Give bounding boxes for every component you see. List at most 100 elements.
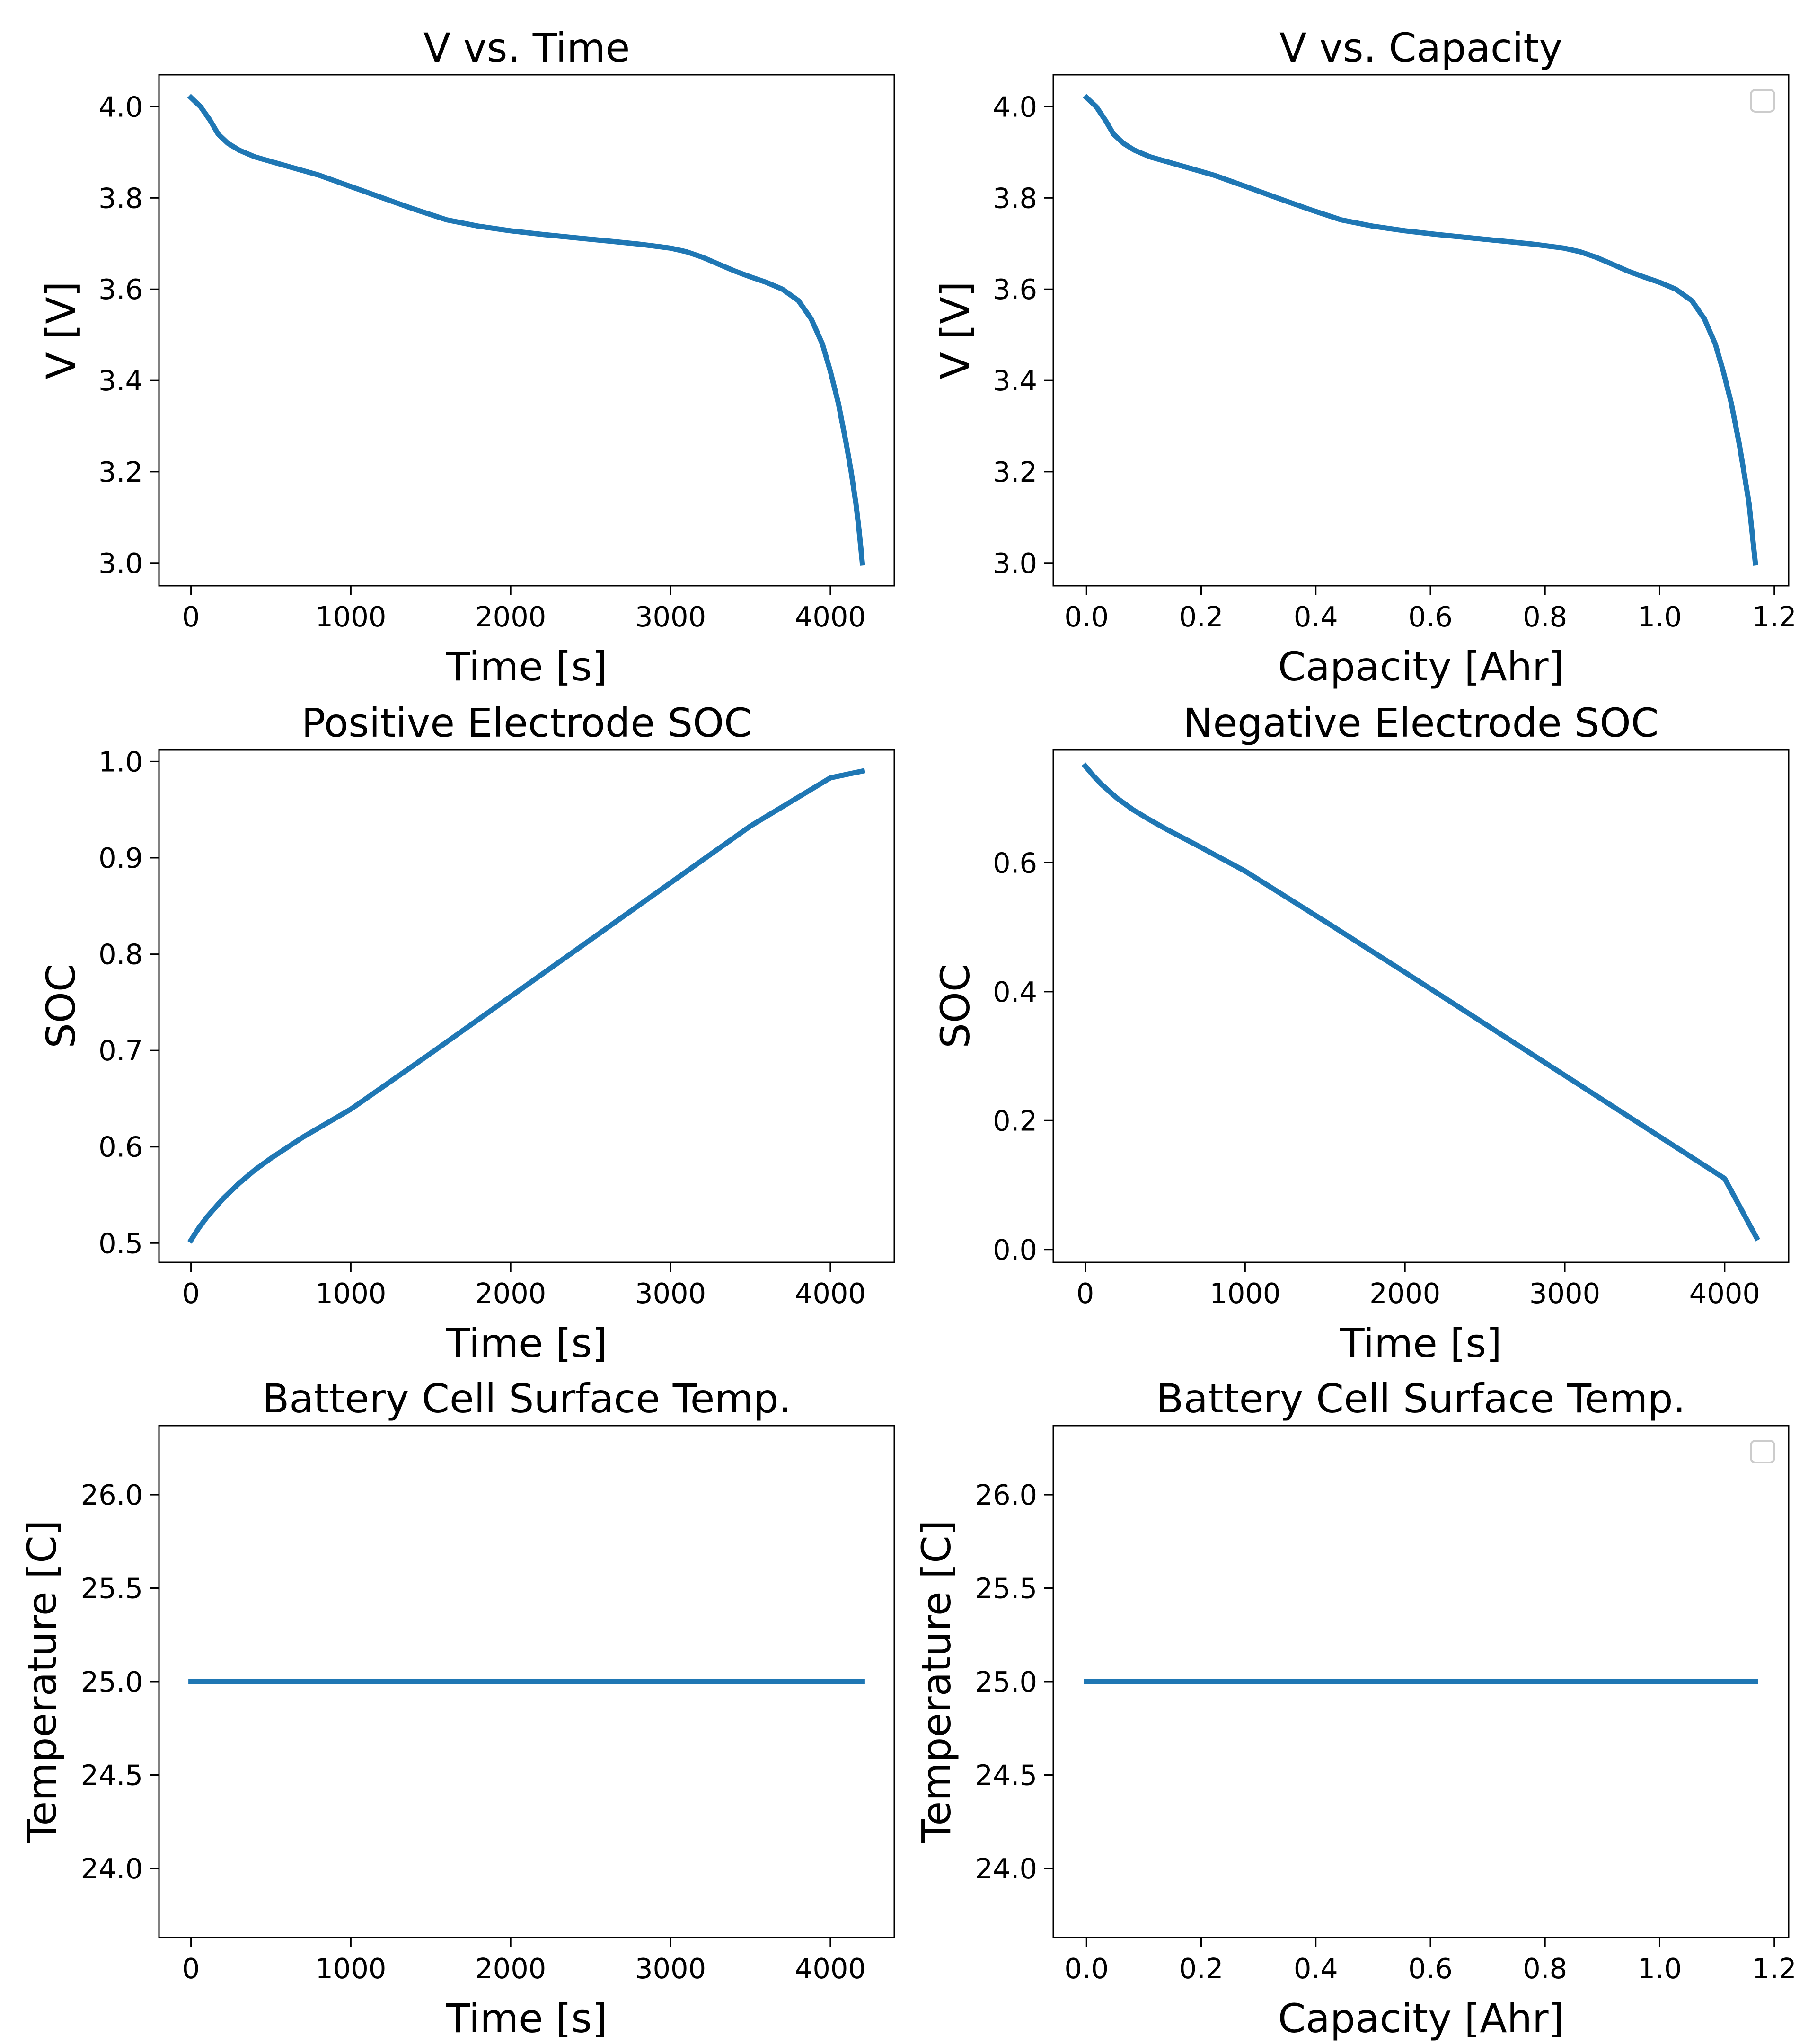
- x-tick-label: 4000: [795, 1952, 866, 1985]
- x-tick-label: 1.0: [1638, 600, 1682, 633]
- x-tick-label: 0.2: [1179, 1952, 1224, 1985]
- y-tick-label: 3.0: [993, 547, 1037, 580]
- x-tick-label: 0: [182, 1277, 200, 1310]
- x-tick-label: 0: [182, 600, 200, 633]
- axes-frame: [158, 74, 895, 587]
- x-tick-label: 3000: [635, 1277, 706, 1310]
- x-tick-label: 0.4: [1294, 1952, 1338, 1985]
- y-tick-label: 3.8: [993, 182, 1037, 214]
- y-tick-label: 26.0: [81, 1479, 143, 1511]
- y-tick-label: 0.6: [993, 846, 1037, 879]
- y-tick-label: 25.0: [975, 1665, 1037, 1698]
- series-line: [187, 94, 865, 566]
- y-axis-label: SOC: [932, 964, 979, 1048]
- y-tick-label: 24.0: [975, 1852, 1037, 1885]
- chart-negative-soc: Negative Electrode SOC 0 1000 2000 3000 4000 0…: [932, 700, 1790, 1366]
- x-axis-label: Time [s]: [445, 1320, 608, 1366]
- y-tick-label: 3.4: [98, 364, 143, 397]
- x-axis-label: Time [s]: [445, 1995, 608, 2042]
- y-tick-label: 0.8: [98, 938, 143, 971]
- chart-title: V vs. Time: [423, 25, 630, 71]
- y-tick-label: 24.5: [975, 1759, 1037, 1791]
- x-tick-label: 3000: [1529, 1277, 1600, 1310]
- y-axis-label: Temperature [C]: [913, 1520, 960, 1844]
- x-tick-label: 0.0: [1064, 600, 1109, 633]
- y-tick-label: 3.6: [98, 273, 143, 306]
- axes-frame: [1052, 749, 1790, 1263]
- x-axis-label: Time [s]: [445, 643, 608, 690]
- series-line: [1083, 94, 1758, 566]
- y-tick-label: 3.2: [993, 456, 1037, 488]
- series-line: [187, 768, 865, 1244]
- chart-v-vs-time: V vs. Time 0 1000 2000 3000 4000 3.0 3.2 3.4 3.6 3…: [38, 25, 895, 690]
- x-tick-label: 2000: [1369, 1277, 1440, 1310]
- y-tick-label: 3.8: [98, 182, 143, 214]
- chart-title: V vs. Capacity: [1279, 25, 1562, 71]
- series-line: [1081, 762, 1760, 1242]
- x-tick-label: 1.2: [1752, 600, 1797, 633]
- y-tick-label: 0.5: [98, 1227, 143, 1260]
- y-tick-label: 3.4: [993, 364, 1037, 397]
- axes-frame: [158, 749, 895, 1263]
- y-tick-label: 0.2: [993, 1104, 1037, 1137]
- x-axis-label: Capacity [Ahr]: [1278, 643, 1564, 690]
- x-tick-label: 4000: [795, 1277, 866, 1310]
- chart-positive-soc: Positive Electrode SOC 0 1000 2000 3000 4000 0…: [38, 700, 895, 1366]
- chart-title: Positive Electrode SOC: [301, 700, 752, 746]
- legend-box: [1750, 89, 1775, 113]
- x-tick-label: 4000: [1689, 1277, 1760, 1310]
- x-tick-label: 2000: [475, 1952, 546, 1985]
- x-tick-label: 1000: [1209, 1277, 1280, 1310]
- x-tick-label: 2000: [475, 1277, 546, 1310]
- x-tick-label: 0.8: [1523, 1952, 1567, 1985]
- x-tick-label: 1000: [315, 600, 386, 633]
- x-tick-label: 3000: [635, 600, 706, 633]
- axes-frame: [1052, 1425, 1790, 1938]
- y-tick-label: 0.4: [993, 976, 1037, 1008]
- axes-frame: [1052, 74, 1790, 587]
- y-tick-label: 24.5: [81, 1759, 143, 1791]
- x-axis-label: Capacity [Ahr]: [1278, 1995, 1564, 2042]
- y-axis-label: V [V]: [932, 281, 979, 379]
- y-tick-label: 0.9: [98, 842, 143, 874]
- x-tick-label: 0.0: [1064, 1952, 1109, 1985]
- chart-title: Negative Electrode SOC: [1183, 700, 1659, 746]
- axes-frame: [158, 1425, 895, 1938]
- x-tick-label: 0.6: [1408, 1952, 1453, 1985]
- y-tick-label: 3.0: [98, 547, 143, 580]
- y-tick-label: 3.2: [98, 456, 143, 488]
- y-axis-label: SOC: [38, 964, 84, 1048]
- y-axis-label: Temperature [C]: [19, 1520, 65, 1844]
- x-tick-label: 0.6: [1408, 600, 1453, 633]
- x-tick-label: 0.4: [1294, 600, 1338, 633]
- x-tick-label: 2000: [475, 600, 546, 633]
- y-tick-label: 3.6: [993, 273, 1037, 306]
- x-tick-label: 1000: [315, 1277, 386, 1310]
- y-tick-label: 4.0: [98, 91, 143, 123]
- chart-title: Battery Cell Surface Temp.: [1156, 1375, 1686, 1422]
- y-tick-label: 1.0: [98, 745, 143, 778]
- y-tick-label: 25.0: [81, 1665, 143, 1698]
- x-tick-label: 1.0: [1638, 1952, 1682, 1985]
- x-tick-label: 0.8: [1523, 600, 1567, 633]
- y-tick-label: 4.0: [993, 91, 1037, 123]
- x-tick-label: 1000: [315, 1952, 386, 1985]
- chart-v-vs-capacity: V vs. Capacity 0.0 0.2 0.4 0.6 0.8 1.0 1.2 3.0 3.…: [932, 25, 1797, 690]
- x-axis-label: Time [s]: [1340, 1320, 1502, 1366]
- y-tick-label: 25.5: [81, 1572, 143, 1605]
- x-tick-label: 0: [182, 1952, 200, 1985]
- y-tick-label: 26.0: [975, 1479, 1037, 1511]
- chart-title: Battery Cell Surface Temp.: [262, 1375, 792, 1422]
- y-tick-label: 0.6: [98, 1131, 143, 1163]
- y-tick-label: 25.5: [975, 1572, 1037, 1605]
- y-axis-label: V [V]: [38, 281, 84, 379]
- chart-temp-vs-capacity: Battery Cell Surface Temp. 0.0 0.2 0.4 0.6 0.…: [913, 1375, 1797, 2042]
- x-tick-label: 3000: [635, 1952, 706, 1985]
- x-tick-label: 0.2: [1179, 600, 1224, 633]
- chart-temp-vs-time: Battery Cell Surface Temp. 0 1000 2000 3000 4…: [19, 1375, 895, 2042]
- x-tick-label: 0: [1076, 1277, 1094, 1310]
- y-tick-label: 0.0: [993, 1233, 1037, 1266]
- legend-box: [1750, 1440, 1775, 1463]
- x-tick-label: 4000: [795, 600, 866, 633]
